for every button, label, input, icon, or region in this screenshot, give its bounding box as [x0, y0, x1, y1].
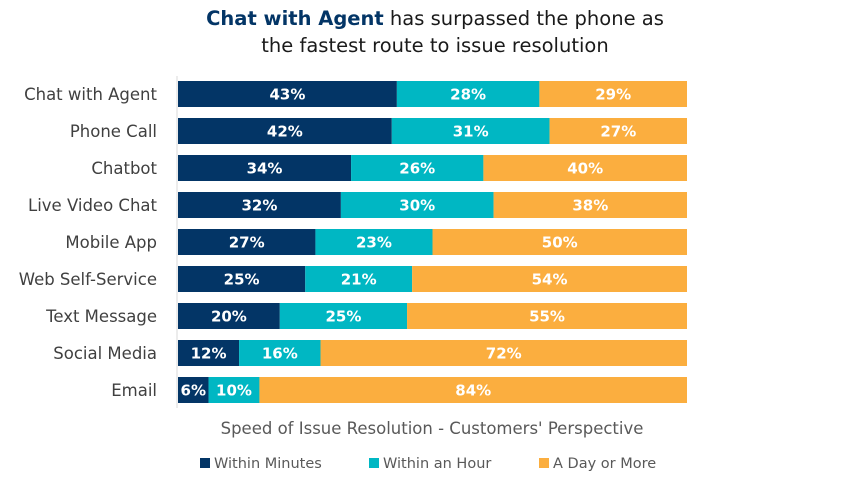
bar-segment: [432, 229, 687, 255]
data-label: 84%: [455, 382, 491, 400]
category-label: Social Media: [53, 344, 157, 363]
bar-segment: [178, 266, 306, 292]
bar-segment: [407, 303, 687, 329]
legend-label: Within Minutes: [214, 456, 322, 472]
bar-segment: [320, 340, 687, 366]
category-label: Email: [111, 381, 157, 400]
bar-segment: [391, 118, 550, 144]
bar-segment: [493, 192, 687, 218]
category-label: Phone Call: [70, 122, 157, 141]
bar-segment: [549, 118, 687, 144]
data-label: 23%: [356, 234, 392, 252]
bar-segment: [315, 229, 433, 255]
data-label: 25%: [224, 271, 260, 289]
bar-segment: [351, 155, 484, 181]
data-label: 72%: [486, 345, 522, 363]
bar-segment: [178, 81, 397, 107]
legend-swatch: [200, 458, 210, 468]
data-label: 29%: [595, 86, 631, 104]
data-label: 10%: [216, 382, 252, 400]
bar-segment: [178, 229, 316, 255]
bar-segment: [178, 155, 352, 181]
bar-segment: [396, 81, 540, 107]
data-label: 50%: [542, 234, 578, 252]
data-label: 42%: [267, 123, 303, 141]
data-label: 40%: [567, 160, 603, 178]
category-label: Chatbot: [91, 159, 157, 178]
data-label: 30%: [399, 197, 435, 215]
data-label: 16%: [262, 345, 298, 363]
data-label: 25%: [325, 308, 361, 326]
legend-swatch: [539, 458, 549, 468]
data-label: 26%: [399, 160, 435, 178]
category-label: Chat with Agent: [24, 85, 157, 104]
bar-segment: [259, 377, 687, 403]
x-axis-label: Speed of Issue Resolution - Customers' P…: [221, 419, 644, 438]
category-label: Text Message: [45, 307, 157, 326]
bar-segment: [178, 118, 392, 144]
title-highlight: Chat with Agent: [206, 7, 384, 30]
bar-segment: [178, 192, 341, 218]
data-label: 43%: [269, 86, 305, 104]
category-label: Mobile App: [65, 233, 157, 252]
data-label: 20%: [211, 308, 247, 326]
legend-label: A Day or More: [553, 456, 656, 472]
legend-swatch: [369, 458, 379, 468]
chart-title: Chat with Agent has surpassed the phone …: [150, 5, 720, 59]
bar-segment: [239, 340, 321, 366]
data-label: 54%: [532, 271, 568, 289]
data-label: 34%: [247, 160, 283, 178]
bar-segment: [539, 81, 687, 107]
data-label: 31%: [453, 123, 489, 141]
data-label: 32%: [241, 197, 277, 215]
bar-segment: [178, 303, 280, 329]
data-label: 28%: [450, 86, 486, 104]
data-label: 21%: [341, 271, 377, 289]
bar-segment: [279, 303, 408, 329]
category-label: Live Video Chat: [28, 196, 158, 215]
data-label: 55%: [529, 308, 565, 326]
title-line2: the fastest route to issue resolution: [261, 34, 609, 57]
bar-segment: [483, 155, 687, 181]
category-label: Web Self-Service: [19, 270, 157, 289]
bar-segment: [178, 377, 209, 403]
bar-segment: [412, 266, 687, 292]
data-label: 38%: [572, 197, 608, 215]
data-label: 12%: [191, 345, 227, 363]
legend-label: Within an Hour: [383, 456, 491, 472]
bar-segment: [305, 266, 413, 292]
bar-segment: [208, 377, 260, 403]
bar-segment: [340, 192, 494, 218]
data-label: 27%: [600, 123, 636, 141]
title-line1: has surpassed the phone as: [383, 7, 664, 30]
data-label: 6%: [181, 382, 206, 400]
data-label: 27%: [229, 234, 265, 252]
bar-segment: [178, 340, 240, 366]
